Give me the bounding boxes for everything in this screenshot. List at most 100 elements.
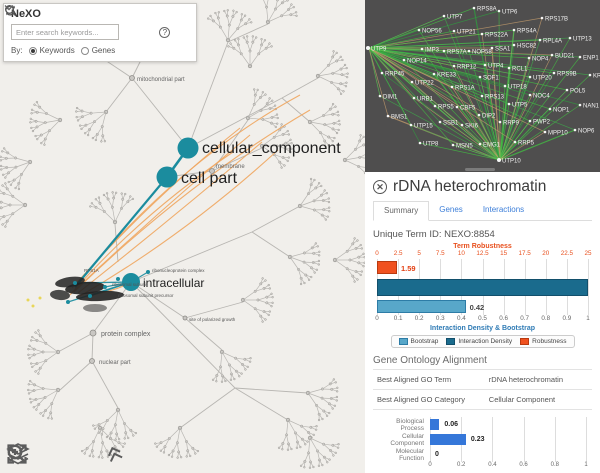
network-node-label[interactable]: NOP6 <box>578 129 595 135</box>
fit-to-screen-icon[interactable] <box>7 443 96 467</box>
network-node-label[interactable]: SKI6 <box>465 124 479 130</box>
robustness-top-axis: 0 2.5 5 7.5 10 12.5 15 17.5 20 22.5 25 <box>375 250 592 257</box>
gene-network-panel[interactable]: RPS8A UTP6 RPS17B UTP7 NOP56 UTP21 RPS22A RPS4A… <box>365 0 600 172</box>
network-node-label[interactable]: SSA1 <box>495 47 511 53</box>
network-node-label[interactable]: DIP2 <box>482 114 496 120</box>
tab-genes[interactable]: Genes <box>439 205 463 214</box>
network-scrollbar[interactable] <box>465 168 495 171</box>
network-node-label[interactable]: UTP5 <box>512 103 528 109</box>
network-node-label[interactable]: UTP10 <box>502 159 521 165</box>
network-node-label[interactable]: UTP18 <box>508 85 527 91</box>
tree-node-label[interactable]: ribosomal subunit <box>112 282 148 287</box>
search-icon[interactable] <box>5 5 136 39</box>
collapse-all-icon[interactable] <box>102 440 133 471</box>
tree-term-node[interactable] <box>177 137 199 159</box>
network-node-label[interactable]: UTP20 <box>533 76 552 82</box>
network-node-label[interactable]: URB1 <box>417 97 434 103</box>
network-node-label[interactable]: POL5 <box>570 89 586 95</box>
tree-node-label[interactable]: ribosomal subunit precursor <box>118 293 174 298</box>
network-node-label[interactable]: UTP15 <box>414 124 433 130</box>
network-node-label[interactable]: UTP22 <box>415 81 434 87</box>
network-node-label[interactable]: UTP21 <box>457 30 476 36</box>
network-node-label[interactable]: UTP6 <box>502 10 518 16</box>
tab-interactions[interactable]: Interactions <box>482 205 525 214</box>
tree-node-label[interactable]: protein complex <box>101 331 151 338</box>
network-node-label[interactable]: NOP58 <box>472 50 492 56</box>
tree-node-label[interactable]: membrane <box>216 164 245 170</box>
network-node-label[interactable]: RPL4A <box>543 39 562 45</box>
unique-term-id: Unique Term ID: NEXO:8854 <box>373 229 495 240</box>
gene-network-svg[interactable]: RPS8A UTP6 RPS17B UTP7 NOP56 UTP21 RPS22A RPS4A… <box>365 0 600 172</box>
network-node-label[interactable]: UTP7 <box>447 15 463 21</box>
network-node-label[interactable]: RPS4A <box>517 29 537 35</box>
help-icon[interactable]: ? <box>158 25 171 39</box>
network-node-label[interactable]: KRE33 <box>437 73 457 79</box>
tree-term-node[interactable] <box>156 166 178 188</box>
network-node-label[interactable]: UTP13 <box>573 37 592 43</box>
network-node-label[interactable]: NAN1 <box>583 104 600 110</box>
tab-summary[interactable]: Summary <box>373 201 430 221</box>
network-node-label[interactable]: NOP1 <box>553 108 570 114</box>
network-node-label[interactable]: RPS8A <box>477 7 497 13</box>
network-node-label[interactable]: PWP2 <box>533 120 551 126</box>
tree-node-label[interactable]: cellular_component <box>202 140 341 157</box>
network-node-label[interactable]: RCL1 <box>512 67 528 73</box>
tree-node-label[interactable]: nuclear part <box>99 360 131 366</box>
close-icon[interactable]: ✕ <box>373 180 387 194</box>
tree-node-label[interactable]: site of polarized growth <box>189 317 236 322</box>
network-node-label[interactable]: EMG1 <box>483 143 501 149</box>
network-node-label[interactable]: IMP3 <box>425 48 440 54</box>
ontology-tree-svg[interactable]: mitochondrial part cellular_componentcell… <box>0 0 365 473</box>
tree-node-label[interactable]: cell part <box>181 170 238 187</box>
network-node-label[interactable]: RPS7A <box>447 50 467 56</box>
network-node-label[interactable]: UTP4 <box>488 64 504 70</box>
go-alignment-table: Best Aligned GO Term rDNA heterochromati… <box>373 369 592 410</box>
network-node-label[interactable]: SOF1 <box>483 76 499 82</box>
robustness-chart-title: Term Robustness <box>453 243 512 250</box>
bottom-axis-label: Interaction Density & Bootstrap <box>429 325 535 332</box>
tree-term-node[interactable] <box>122 273 140 291</box>
network-node-label[interactable]: RPS13 <box>485 95 505 101</box>
network-node-label[interactable]: CBF5 <box>460 106 476 112</box>
interaction-density-bar <box>377 279 588 296</box>
network-node-label[interactable]: RPS22A <box>485 33 508 39</box>
network-node-label[interactable]: MPP10 <box>548 131 568 137</box>
radio-keywords[interactable]: Keywords <box>28 46 75 55</box>
tree-node-label[interactable]: mitochondrial part <box>137 77 185 83</box>
network-node-label[interactable]: NOP56 <box>422 29 442 35</box>
refresh-icon[interactable] <box>5 5 154 39</box>
radio-keywords-dot[interactable] <box>28 46 37 55</box>
network-node-label[interactable]: ENP1 <box>583 56 599 62</box>
legend-item: Interaction Density <box>446 338 512 345</box>
tree-node-label[interactable]: intracellular <box>143 276 204 290</box>
network-node-label[interactable]: SSB1 <box>443 121 459 127</box>
network-node-label[interactable]: MSN5 <box>456 144 473 150</box>
network-node-label[interactable]: UTP8 <box>423 142 439 148</box>
zoom-out-icon[interactable] <box>7 443 63 467</box>
network-node-label[interactable]: BUD21 <box>555 54 575 60</box>
layers-icon[interactable] <box>6 443 162 467</box>
network-node-label[interactable]: RPS17B <box>545 17 568 23</box>
network-node-label[interactable]: RRP12 <box>457 65 477 71</box>
network-node-label[interactable]: UTP9 <box>371 47 387 53</box>
network-node-label[interactable]: NOP14 <box>407 59 427 65</box>
network-node-label[interactable]: RPS5 <box>438 105 454 111</box>
network-node-label[interactable]: BMS1 <box>391 115 408 121</box>
network-node-label[interactable]: KR <box>593 74 600 80</box>
tree-node-label[interactable]: ribonucleoprotein complex <box>152 268 205 273</box>
chevron-down-icon[interactable] <box>4 5 189 39</box>
radio-genes[interactable]: Genes <box>80 46 115 55</box>
tree-node-label[interactable]: RPS1A <box>84 268 99 273</box>
network-node-label[interactable]: HSC82 <box>517 44 537 50</box>
network-node-label[interactable]: NOP4 <box>532 57 549 63</box>
network-node-label[interactable]: RRP9 <box>503 121 520 127</box>
radio-genes-dot[interactable] <box>80 46 89 55</box>
network-node-label[interactable]: RRP45 <box>385 72 405 78</box>
network-node-label[interactable]: DIM1 <box>383 95 398 101</box>
search-input[interactable] <box>11 24 120 40</box>
network-node-label[interactable]: RPS9B <box>557 72 577 78</box>
network-node-label[interactable]: NOC4 <box>533 94 550 100</box>
network-node-label[interactable]: RRP5 <box>518 141 535 147</box>
network-node-label[interactable]: RPS1A <box>455 86 475 92</box>
